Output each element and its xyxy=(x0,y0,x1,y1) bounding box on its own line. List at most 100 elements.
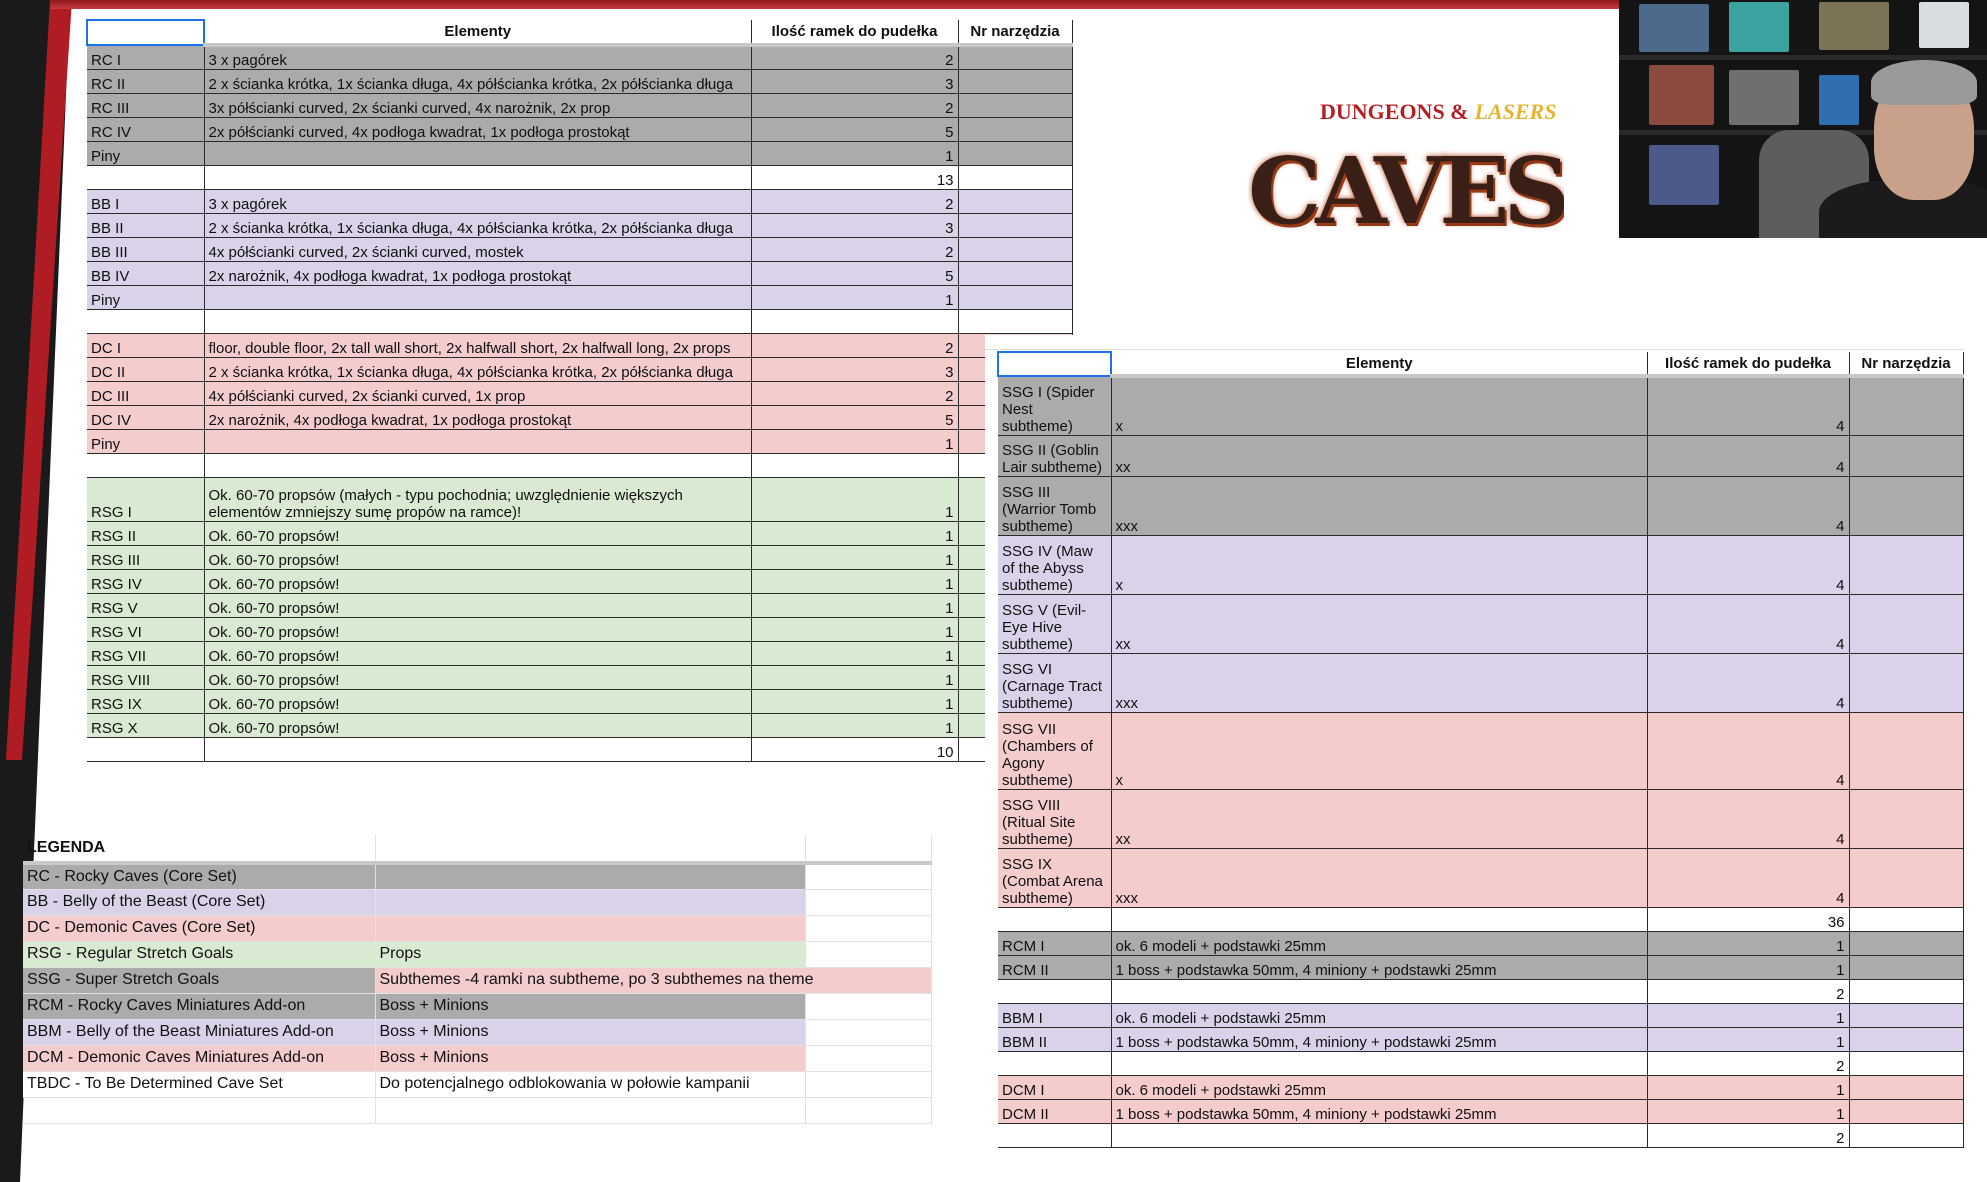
legend-key-cell[interactable]: DCM - Demonic Caves Miniatures Add-on xyxy=(23,1045,376,1072)
row-tool-number-cell[interactable] xyxy=(958,69,1073,94)
row-count-cell[interactable]: 1 xyxy=(751,429,959,454)
row-tool-number-cell[interactable] xyxy=(1849,435,1964,477)
row-count-cell[interactable]: 36 xyxy=(1647,907,1850,932)
row-code-cell[interactable]: RSG IX xyxy=(87,689,205,714)
row-count-cell[interactable]: 2 xyxy=(751,189,959,214)
row-count-cell[interactable]: 1 xyxy=(1647,1003,1850,1028)
row-code-cell[interactable]: RC II xyxy=(87,69,205,94)
row-count-cell[interactable]: 1 xyxy=(1647,1099,1850,1124)
row-elements-cell[interactable]: 1 boss + podstawka 50mm, 4 miniony + pod… xyxy=(1111,1027,1648,1052)
row-elements-cell[interactable]: Ok. 60-70 propsów! xyxy=(204,521,752,546)
row-tool-number-cell[interactable] xyxy=(958,189,1073,214)
empty-cell[interactable] xyxy=(375,1097,806,1124)
row-count-cell[interactable]: 2 xyxy=(751,333,959,358)
row-tool-number-cell[interactable] xyxy=(1849,1075,1964,1100)
row-tool-number-cell[interactable] xyxy=(1849,931,1964,956)
row-code-cell[interactable]: Piny xyxy=(87,285,205,310)
row-tool-number-cell[interactable] xyxy=(958,45,1073,70)
row-elements-cell[interactable]: x xyxy=(1111,376,1648,436)
row-count-cell[interactable]: 1 xyxy=(751,477,959,522)
row-elements-cell[interactable]: ok. 6 modeli + podstawki 25mm xyxy=(1111,1075,1648,1100)
row-code-cell[interactable]: BB II xyxy=(87,213,205,238)
row-count-cell[interactable]: 4 xyxy=(1647,435,1850,477)
row-count-cell[interactable]: 1 xyxy=(1647,931,1850,956)
row-elements-cell[interactable]: 2 x ścianka krótka, 1x ścianka długa, 4x… xyxy=(204,357,752,382)
row-tool-number-cell[interactable] xyxy=(1849,955,1964,980)
row-code-cell[interactable]: SSG VII (Chambers of Agony subtheme) xyxy=(998,712,1112,790)
row-tool-number-cell[interactable] xyxy=(1849,594,1964,654)
row-count-cell[interactable]: 1 xyxy=(751,617,959,642)
row-code-cell[interactable]: SSG VI (Carnage Tract subtheme) xyxy=(998,653,1112,713)
row-count-cell[interactable]: 2 xyxy=(1647,1123,1850,1148)
header-elementy[interactable]: Elementy xyxy=(204,20,752,47)
row-tool-number-cell[interactable] xyxy=(958,237,1073,262)
row-count-cell[interactable]: 1 xyxy=(751,285,959,310)
legend-note-cell[interactable]: Subthemes -4 ramki na subtheme, po 3 sub… xyxy=(375,967,932,994)
row-code-cell[interactable]: BB III xyxy=(87,237,205,262)
row-elements-cell[interactable]: ok. 6 modeli + podstawki 25mm xyxy=(1111,1003,1648,1028)
legend-extra-cell[interactable] xyxy=(805,1045,932,1072)
row-code-cell[interactable]: RSG II xyxy=(87,521,205,546)
row-elements-cell[interactable] xyxy=(1111,907,1648,932)
row-elements-cell[interactable]: xxx xyxy=(1111,848,1648,908)
row-code-cell[interactable]: DC I xyxy=(87,333,205,358)
row-code-cell[interactable] xyxy=(998,907,1112,932)
row-code-cell[interactable]: RSG VIII xyxy=(87,665,205,690)
legend-key-cell[interactable]: BB - Belly of the Beast (Core Set) xyxy=(23,889,376,916)
row-count-cell[interactable]: 1 xyxy=(751,665,959,690)
row-count-cell[interactable]: 4 xyxy=(1647,535,1850,595)
row-code-cell[interactable]: SSG III (Warrior Tomb subtheme) xyxy=(998,476,1112,536)
row-tool-number-cell[interactable] xyxy=(1849,1123,1964,1148)
selected-cell[interactable] xyxy=(997,351,1112,377)
row-elements-cell[interactable]: Ok. 60-70 propsów! xyxy=(204,689,752,714)
row-elements-cell[interactable] xyxy=(1111,1123,1648,1148)
legend-note-cell[interactable] xyxy=(375,863,806,890)
row-code-cell[interactable]: RSG V xyxy=(87,593,205,618)
row-elements-cell[interactable]: 1 boss + podstawka 50mm, 4 miniony + pod… xyxy=(1111,955,1648,980)
row-count-cell[interactable]: 2 xyxy=(751,381,959,406)
row-elements-cell[interactable]: Ok. 60-70 propsów! xyxy=(204,641,752,666)
row-tool-number-cell[interactable] xyxy=(958,93,1073,118)
row-code-cell[interactable]: DC II xyxy=(87,357,205,382)
legend-note-cell[interactable]: Props xyxy=(375,941,806,968)
row-elements-cell[interactable]: xx xyxy=(1111,789,1648,849)
legend-note-cell[interactable]: Boss + Minions xyxy=(375,1019,806,1046)
row-count-cell[interactable]: 1 xyxy=(751,689,959,714)
row-code-cell[interactable]: RC III xyxy=(87,93,205,118)
row-elements-cell[interactable]: 4x półścianki curved, 2x ścianki curved,… xyxy=(204,381,752,406)
row-code-cell[interactable] xyxy=(998,1051,1112,1076)
row-tool-number-cell[interactable] xyxy=(1849,653,1964,713)
row-count-cell[interactable]: 1 xyxy=(751,713,959,738)
legend-key-cell[interactable]: RC - Rocky Caves (Core Set) xyxy=(23,863,376,890)
legend-extra-cell[interactable] xyxy=(805,889,932,916)
row-code-cell[interactable]: BB I xyxy=(87,189,205,214)
selected-cell[interactable] xyxy=(86,19,205,46)
row-elements-cell[interactable]: Ok. 60-70 propsów! xyxy=(204,713,752,738)
row-count-cell[interactable]: 4 xyxy=(1647,376,1850,436)
legend-extra-cell[interactable] xyxy=(805,993,932,1020)
row-code-cell[interactable]: RCM I xyxy=(998,931,1112,956)
row-count-cell[interactable]: 5 xyxy=(751,261,959,286)
row-elements-cell[interactable] xyxy=(204,165,752,190)
legend-key-cell[interactable]: DC - Demonic Caves (Core Set) xyxy=(23,915,376,942)
legend-key-cell[interactable]: RSG - Regular Stretch Goals xyxy=(23,941,376,968)
row-count-cell[interactable]: 2 xyxy=(1647,1051,1850,1076)
row-elements-cell[interactable] xyxy=(204,429,752,454)
row-tool-number-cell[interactable] xyxy=(958,285,1073,310)
row-code-cell[interactable]: RC IV xyxy=(87,117,205,142)
row-elements-cell[interactable]: ok. 6 modeli + podstawki 25mm xyxy=(1111,931,1648,956)
row-count-cell[interactable]: 5 xyxy=(751,405,959,430)
row-tool-number-cell[interactable] xyxy=(958,309,1073,334)
row-code-cell[interactable]: SSG II (Goblin Lair subtheme) xyxy=(998,435,1112,477)
row-elements-cell[interactable]: 2x półścianki curved, 4x podłoga kwadrat… xyxy=(204,117,752,142)
legend-key-cell[interactable]: RCM - Rocky Caves Miniatures Add-on xyxy=(23,993,376,1020)
row-code-cell[interactable]: BBM II xyxy=(998,1027,1112,1052)
row-elements-cell[interactable]: 2x narożnik, 4x podłoga kwadrat, 1x podł… xyxy=(204,261,752,286)
row-elements-cell[interactable]: Ok. 60-70 propsów! xyxy=(204,545,752,570)
row-count-cell[interactable]: 1 xyxy=(1647,1075,1850,1100)
row-tool-number-cell[interactable] xyxy=(1849,1003,1964,1028)
row-code-cell[interactable]: Piny xyxy=(87,429,205,454)
header-elementy[interactable]: Elementy xyxy=(1111,352,1648,378)
row-tool-number-cell[interactable] xyxy=(1849,535,1964,595)
row-count-cell[interactable]: 3 xyxy=(751,69,959,94)
